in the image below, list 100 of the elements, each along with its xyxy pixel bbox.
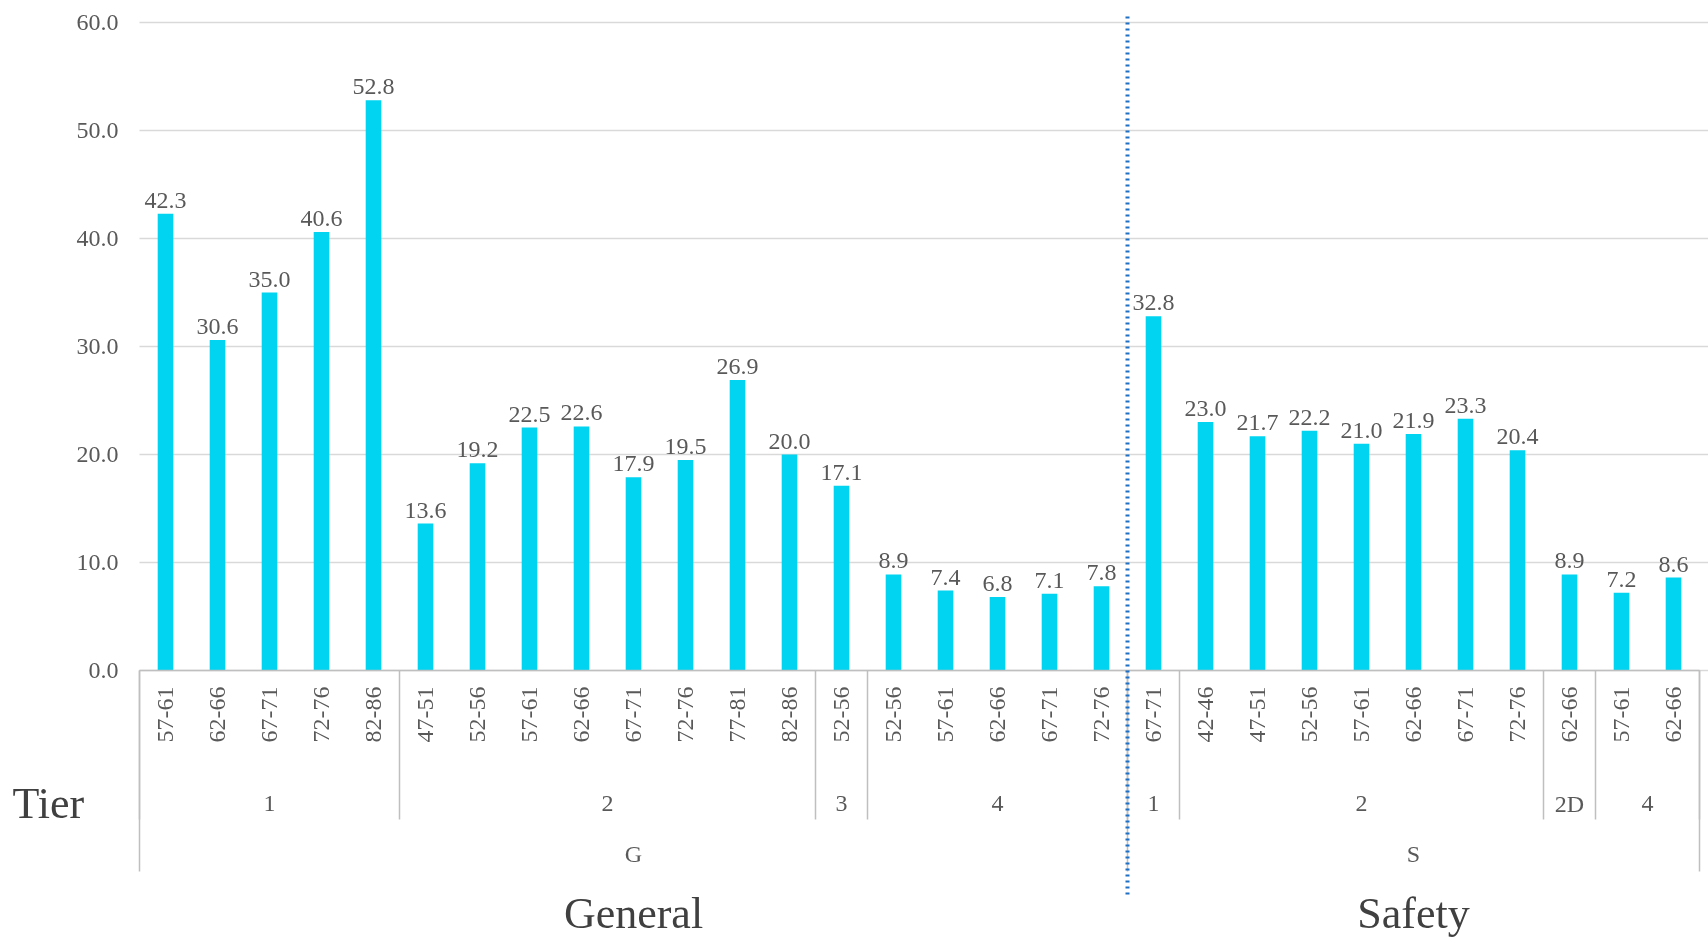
category-label: 57-61	[1348, 686, 1374, 743]
category-label: 82-86	[360, 686, 386, 743]
y-tick-label: 20.0	[76, 441, 119, 467]
data-label: 17.1	[820, 458, 863, 485]
category-label: 62-66	[1660, 686, 1686, 743]
category-label: 62-66	[1400, 686, 1426, 743]
data-label: 7.2	[1606, 565, 1637, 592]
data-label: 26.9	[716, 352, 759, 379]
data-label: 6.8	[982, 570, 1013, 597]
bar	[1457, 418, 1474, 671]
y-tick-label: 40.0	[76, 225, 119, 251]
data-label: 7.4	[930, 563, 961, 590]
bar	[1405, 433, 1422, 671]
category-label: 72-76	[1088, 686, 1114, 743]
category-label: 42-46	[1192, 686, 1218, 743]
bar	[885, 574, 902, 671]
category-label: 57-61	[516, 686, 542, 743]
bar	[1353, 443, 1370, 671]
data-label: 19.5	[664, 432, 707, 459]
data-label: 20.0	[768, 427, 811, 454]
category-label: 47-51	[1244, 686, 1270, 743]
category-label: 2	[601, 790, 614, 816]
category-label: 52-56	[880, 686, 906, 743]
category-label: G	[624, 840, 643, 867]
category-label: 2D	[1554, 790, 1585, 817]
data-label: 13.6	[404, 496, 447, 523]
category-label: 77-81	[724, 686, 750, 743]
data-label: 35.0	[248, 265, 291, 292]
category-label: 2	[1355, 790, 1368, 816]
y-tick-label: 30.0	[76, 333, 119, 359]
category-label: 57-61	[152, 686, 178, 743]
data-label: 21.9	[1392, 406, 1435, 433]
category-label: 62-66	[568, 686, 594, 743]
category-label: 72-76	[308, 686, 334, 743]
data-label: 8.9	[1554, 547, 1585, 574]
bar	[1665, 577, 1682, 671]
bar	[261, 292, 278, 671]
data-label: 8.6	[1658, 550, 1689, 577]
bar	[1561, 574, 1578, 671]
data-label: 21.0	[1340, 416, 1383, 443]
bar	[1509, 450, 1526, 671]
data-label: 32.8	[1132, 289, 1175, 316]
category-label: 72-76	[1504, 686, 1530, 743]
bar	[729, 379, 746, 671]
data-label: 30.6	[196, 313, 239, 340]
category-label: 67-71	[1140, 686, 1166, 743]
category-label: 62-66	[204, 686, 230, 743]
bar	[157, 213, 174, 671]
category-label: 62-66	[1556, 686, 1582, 743]
data-label: 7.1	[1034, 566, 1065, 593]
category-label: 52-56	[464, 686, 490, 743]
data-label: 42.3	[144, 186, 187, 213]
bar	[469, 463, 486, 671]
bar	[989, 597, 1006, 671]
category-label: 67-71	[620, 686, 646, 743]
bar	[573, 426, 590, 671]
bar	[313, 232, 330, 671]
text: Tier	[12, 779, 85, 828]
data-label: 22.2	[1288, 403, 1331, 430]
bar	[417, 523, 434, 671]
category-label: 82-86	[776, 686, 802, 743]
category-label: 57-61	[932, 686, 958, 743]
data-label: 19.2	[456, 436, 499, 463]
bar	[937, 590, 954, 671]
data-label: 23.0	[1184, 395, 1227, 422]
category-label: 3	[835, 790, 848, 816]
bar	[521, 427, 538, 671]
category-label: 67-71	[256, 686, 282, 743]
bar	[1301, 430, 1318, 671]
y-tick-label: 60.0	[76, 9, 119, 35]
bar	[833, 485, 850, 671]
data-label: 22.6	[560, 399, 603, 426]
category-label: 52-56	[1296, 686, 1322, 743]
category-label: 47-51	[412, 686, 438, 743]
bar	[1613, 592, 1630, 671]
data-label: 23.3	[1444, 391, 1487, 418]
data-label: 8.9	[878, 547, 909, 574]
category-label: 4	[991, 790, 1004, 816]
category-label: 67-71	[1452, 686, 1478, 743]
category-label: 52-56	[828, 686, 854, 743]
category-label: 67-71	[1036, 686, 1062, 743]
bar	[625, 477, 642, 671]
data-label: 7.8	[1086, 559, 1117, 586]
category-label: 1	[1147, 790, 1160, 816]
bar	[365, 100, 382, 671]
bar	[1197, 422, 1214, 671]
bar	[781, 454, 798, 671]
category-label: 57-61	[1608, 686, 1634, 743]
category-label: 62-66	[984, 686, 1010, 743]
y-tick-label: 10.0	[76, 549, 119, 575]
data-label: 22.5	[508, 400, 551, 427]
data-label: 52.8	[352, 73, 395, 100]
text: Safety	[1357, 889, 1470, 938]
category-label: 4	[1641, 790, 1654, 816]
text: General	[563, 889, 704, 938]
bar	[1041, 593, 1058, 671]
bar	[1145, 316, 1162, 671]
bar	[677, 459, 694, 671]
category-label: 1	[263, 790, 276, 816]
y-tick-label: 50.0	[76, 117, 119, 143]
